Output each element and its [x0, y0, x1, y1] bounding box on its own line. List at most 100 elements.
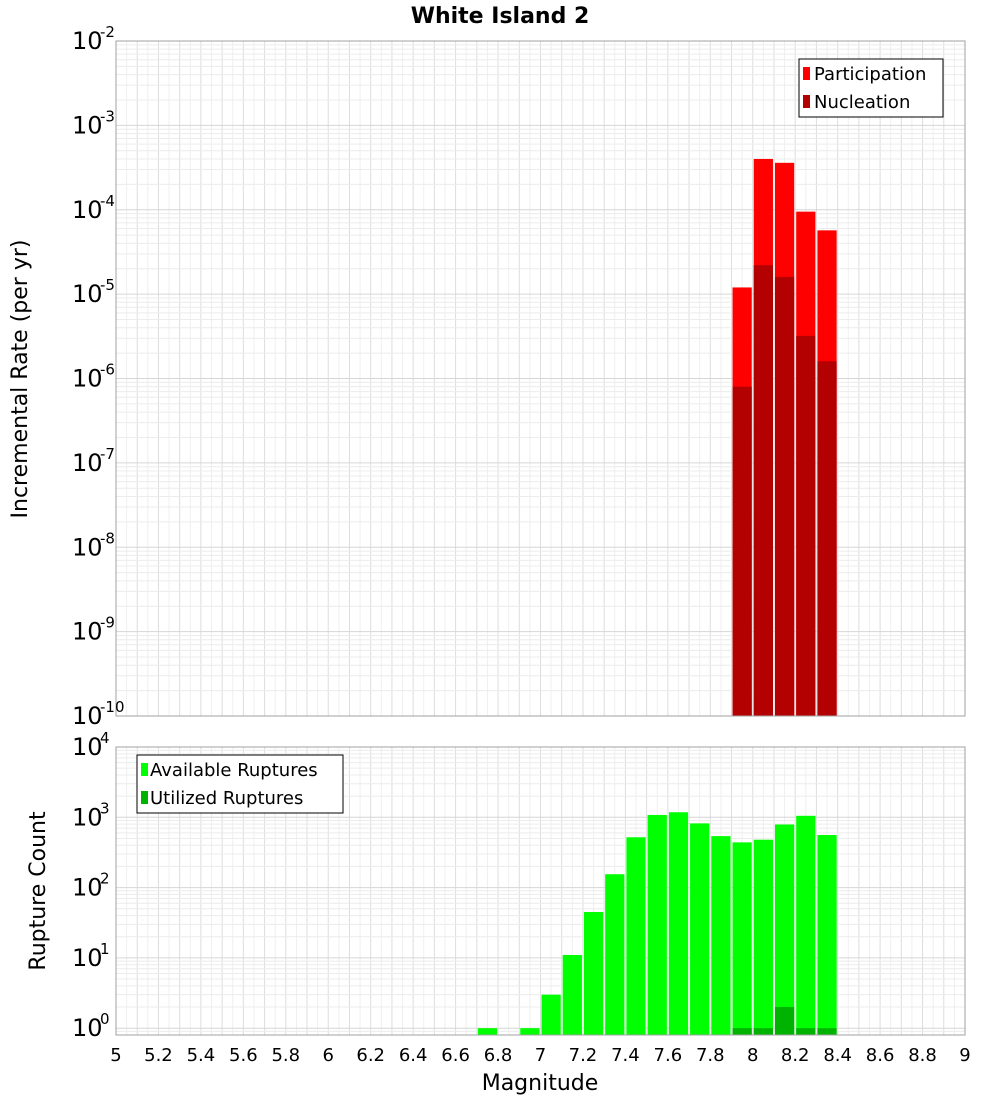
rate-bar-secondary [732, 386, 752, 716]
x-tick-label: 7.6 [654, 1045, 683, 1066]
count-y-tick-label: 10 [72, 944, 103, 972]
count-bar-primary [690, 823, 710, 1035]
rate-y-tick-exponent: -5 [100, 276, 115, 294]
count-bar-primary [562, 954, 582, 1035]
chart-title: White Island 2 [411, 4, 590, 29]
x-tick-label: 6.6 [441, 1045, 470, 1066]
count-y-tick-exponent: 2 [100, 870, 110, 888]
rate-y-tick-label: 10 [72, 280, 103, 308]
rate-y-tick-exponent: -10 [100, 698, 125, 716]
x-tick-label: 5.8 [271, 1045, 300, 1066]
legend-label-utilized: Utilized Ruptures [150, 788, 303, 809]
x-tick-label: 6.2 [356, 1045, 385, 1066]
x-tick-label: 8.6 [866, 1045, 895, 1066]
count-y-tick-exponent: 4 [100, 729, 110, 747]
count-bar-secondary [753, 1028, 773, 1035]
legend-label-participation: Participation [814, 64, 926, 85]
count-bar-primary [626, 837, 646, 1035]
rate-y-tick-exponent: -2 [100, 23, 115, 41]
rate-legend-box [798, 58, 944, 118]
rate-bar-secondary [817, 361, 837, 716]
x-tick-label: 7.8 [696, 1045, 725, 1066]
count-bar-primary [774, 824, 795, 1035]
rate-y-tick-exponent: -9 [100, 614, 115, 632]
x-tick-label: 7.4 [611, 1045, 640, 1066]
count-y-tick-exponent: 0 [100, 1010, 110, 1028]
count-bar-primary [477, 1028, 498, 1035]
rate-bar-secondary [774, 276, 795, 716]
x-tick-label: 8 [747, 1045, 758, 1066]
rate-y-tick-exponent: -7 [100, 445, 115, 463]
rate-y-tick-label: 10 [72, 27, 103, 55]
count-legend-box [136, 754, 344, 814]
count-bar-primary [796, 815, 816, 1035]
count-bar-primary [583, 911, 604, 1035]
count-bar-primary [711, 836, 731, 1035]
rate-y-tick-exponent: -8 [100, 529, 115, 547]
x-tick-label: 5.6 [229, 1045, 258, 1066]
x-ticks: 5 5.2 5.4 5.6 5.8 6 6.2 6.4 6.6 6.8 7 7.2 7.4 7.6 7.8 8… [110, 1045, 970, 1066]
rate-y-tick-exponent: -6 [100, 361, 115, 379]
x-tick-label: 6.4 [399, 1045, 428, 1066]
x-tick-label: 8.8 [908, 1045, 937, 1066]
count-y-tick-exponent: 1 [100, 940, 110, 958]
count-bar-primary [520, 1028, 540, 1035]
rate-y-tick-label: 10 [72, 702, 103, 730]
x-tick-label: 6.8 [484, 1045, 513, 1066]
rate-bars [732, 158, 837, 717]
rate-y-axis-label: Incremental Rate (per yr) [8, 240, 33, 519]
count-bars [477, 812, 837, 1035]
x-tick-label: 5.4 [187, 1045, 216, 1066]
rate-y-tick-label: 10 [72, 365, 103, 393]
count-y-tick-label: 10 [72, 1014, 103, 1042]
rate-grid [115, 40, 966, 717]
count-bar-secondary [796, 1028, 816, 1035]
rate-y-tick-label: 10 [72, 196, 103, 224]
rate-plot-border [115, 40, 966, 717]
x-tick-label: 9 [959, 1045, 970, 1066]
rate-y-tick-exponent: -4 [100, 192, 115, 210]
rate-y-tick-label: 10 [72, 449, 103, 477]
count-bar-secondary [732, 1028, 752, 1035]
count-bar-primary [732, 842, 752, 1035]
x-tick-label: 8.2 [781, 1045, 810, 1066]
rate-y-tick-exponent: -3 [100, 107, 115, 125]
x-axis-label: Magnitude [482, 1071, 599, 1096]
count-y-tick-label: 10 [72, 733, 103, 761]
rate-y-tick-label: 10 [72, 111, 103, 139]
count-legend: Available Ruptures Utilized Ruptures [136, 754, 344, 814]
legend-label-nucleation: Nucleation [814, 92, 910, 113]
legend-swatch-utilized [141, 791, 148, 804]
rate-y-tick-label: 10 [72, 618, 103, 646]
x-tick-label: 6 [323, 1045, 334, 1066]
count-bar-secondary [774, 1007, 795, 1035]
x-tick-label: 7.2 [569, 1045, 598, 1066]
count-plot-border [115, 746, 966, 1036]
x-tick-label: 5 [110, 1045, 121, 1066]
x-tick-label: 5.2 [144, 1045, 173, 1066]
count-y-tick-label: 10 [72, 803, 103, 831]
rate-y-tick-label: 10 [72, 533, 103, 561]
count-y-axis-label: Rupture Count [26, 811, 51, 971]
count-y-tick-exponent: 3 [100, 799, 110, 817]
x-tick-label: 8.4 [823, 1045, 852, 1066]
rate-bar-secondary [753, 265, 773, 716]
count-bar-secondary [817, 1028, 837, 1035]
count-bar-primary [753, 839, 773, 1035]
x-tick-label: 7 [535, 1045, 546, 1066]
count-bar-primary [541, 994, 561, 1035]
legend-swatch-participation [803, 67, 810, 80]
rate-legend: Participation Nucleation [798, 58, 944, 118]
count-y-tick-label: 10 [72, 874, 103, 902]
count-bar-primary [668, 812, 689, 1035]
rate-bar-secondary [796, 335, 816, 716]
count-bar-primary [817, 834, 837, 1035]
count-bar-primary [605, 874, 625, 1035]
count-bar-primary [647, 814, 667, 1035]
legend-label-available: Available Ruptures [150, 760, 318, 781]
